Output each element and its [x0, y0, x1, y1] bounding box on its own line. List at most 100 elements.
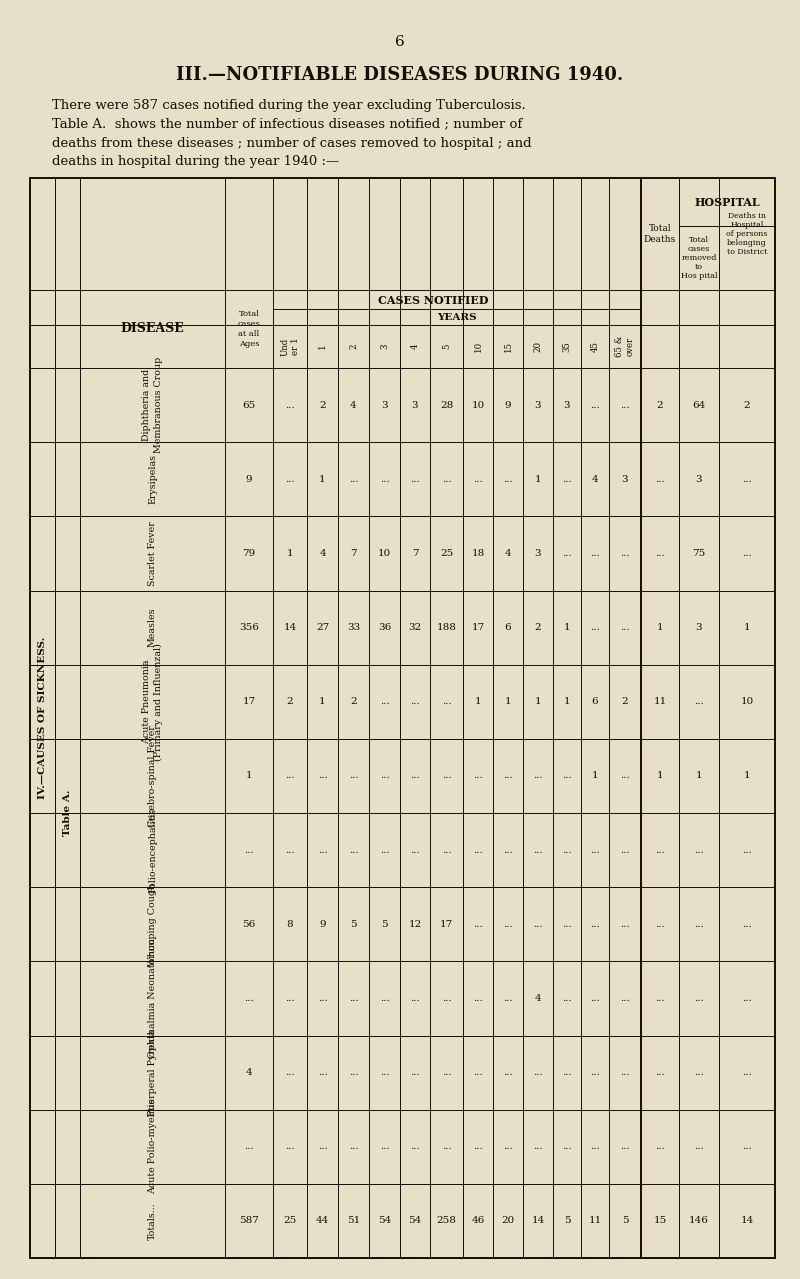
Text: ...: ...	[562, 920, 572, 929]
Text: 5: 5	[564, 1216, 570, 1225]
Text: ...: ...	[742, 549, 752, 558]
Text: ...: ...	[442, 697, 451, 706]
Text: ...: ...	[562, 845, 572, 854]
Text: ...: ...	[655, 475, 665, 483]
Text: 2: 2	[744, 400, 750, 409]
Text: ...: ...	[590, 1068, 600, 1077]
Text: 54: 54	[378, 1216, 391, 1225]
Text: ...: ...	[694, 697, 704, 706]
Text: ...: ...	[503, 1142, 513, 1151]
Text: ...: ...	[620, 549, 630, 558]
Text: 15: 15	[654, 1216, 666, 1225]
Text: 46: 46	[471, 1216, 485, 1225]
Text: 2: 2	[286, 697, 294, 706]
Text: ...: ...	[694, 920, 704, 929]
Text: 14: 14	[283, 623, 297, 632]
Text: 45: 45	[590, 341, 599, 352]
Text: 1: 1	[319, 475, 326, 483]
Text: 1: 1	[534, 475, 542, 483]
Text: Erysipelas: Erysipelas	[148, 454, 157, 504]
Text: 44: 44	[316, 1216, 329, 1225]
Text: ...: ...	[562, 771, 572, 780]
Text: 32: 32	[408, 623, 422, 632]
Text: 6: 6	[505, 623, 511, 632]
Text: 3: 3	[696, 475, 702, 483]
Text: 7: 7	[350, 549, 357, 558]
Text: ...: ...	[410, 1068, 420, 1077]
Text: ...: ...	[562, 549, 572, 558]
Text: ...: ...	[620, 994, 630, 1003]
Text: CASES NOTIFIED: CASES NOTIFIED	[378, 295, 488, 306]
Text: 587: 587	[239, 1216, 259, 1225]
Text: ...: ...	[503, 920, 513, 929]
Text: Cerebro-spinal Fever: Cerebro-spinal Fever	[148, 725, 157, 826]
Text: ...: ...	[503, 771, 513, 780]
Text: 2: 2	[657, 400, 663, 409]
Text: 258: 258	[437, 1216, 457, 1225]
Text: ...: ...	[590, 994, 600, 1003]
Text: 6: 6	[395, 35, 405, 49]
Text: 9: 9	[319, 920, 326, 929]
Text: ...: ...	[590, 549, 600, 558]
Text: 65 &
over: 65 & over	[615, 336, 634, 357]
Text: ...: ...	[590, 845, 600, 854]
Text: There were 587 cases notified during the year excluding Tuberculosis.: There were 587 cases notified during the…	[52, 98, 526, 111]
Text: 1: 1	[564, 623, 570, 632]
Text: ...: ...	[694, 1068, 704, 1077]
Text: ...: ...	[533, 845, 543, 854]
Text: ...: ...	[620, 771, 630, 780]
Text: ...: ...	[442, 475, 451, 483]
Text: 10: 10	[471, 400, 485, 409]
Text: ...: ...	[410, 1142, 420, 1151]
Text: ...: ...	[503, 845, 513, 854]
Text: 3: 3	[381, 400, 388, 409]
Text: Ophthalmia Neonatorum: Ophthalmia Neonatorum	[148, 939, 157, 1058]
Text: ...: ...	[285, 1142, 295, 1151]
Text: ...: ...	[694, 994, 704, 1003]
Text: 356: 356	[239, 623, 259, 632]
Text: ...: ...	[244, 994, 254, 1003]
Text: ...: ...	[694, 845, 704, 854]
Text: Totals...: Totals...	[148, 1202, 157, 1239]
Text: ...: ...	[285, 1068, 295, 1077]
Text: deaths from these diseases ; number of cases removed to hospital ; and: deaths from these diseases ; number of c…	[52, 137, 532, 150]
Text: 65: 65	[242, 400, 256, 409]
Text: 3: 3	[564, 400, 570, 409]
Text: 8: 8	[286, 920, 294, 929]
Text: 2: 2	[622, 697, 628, 706]
Text: ...: ...	[285, 771, 295, 780]
Text: HOSPITAL: HOSPITAL	[694, 197, 760, 207]
Text: 146: 146	[689, 1216, 709, 1225]
Text: 36: 36	[378, 623, 391, 632]
Text: III.—NOTIFIABLE DISEASES DURING 1940.: III.—NOTIFIABLE DISEASES DURING 1940.	[176, 67, 624, 84]
Text: ...: ...	[473, 845, 483, 854]
Text: 17: 17	[440, 920, 453, 929]
Text: ...: ...	[244, 1142, 254, 1151]
Text: ...: ...	[285, 475, 295, 483]
Text: Deaths in
Hospital
of persons
belonging
to District: Deaths in Hospital of persons belonging …	[726, 211, 768, 256]
Text: Measles: Measles	[148, 608, 157, 647]
Text: ...: ...	[318, 994, 327, 1003]
Text: 17: 17	[242, 697, 256, 706]
Text: ...: ...	[562, 1142, 572, 1151]
Text: ...: ...	[620, 623, 630, 632]
Text: ...: ...	[742, 1142, 752, 1151]
Text: 1: 1	[657, 771, 663, 780]
Text: 14: 14	[740, 1216, 754, 1225]
Text: 11: 11	[654, 697, 666, 706]
Text: ...: ...	[742, 1068, 752, 1077]
Text: Total
cases
at all
Ages: Total cases at all Ages	[238, 311, 261, 348]
Text: ...: ...	[503, 475, 513, 483]
Text: 5: 5	[381, 920, 388, 929]
Text: ...: ...	[620, 1142, 630, 1151]
Text: ...: ...	[285, 994, 295, 1003]
Text: 2: 2	[350, 697, 357, 706]
Text: 20: 20	[534, 341, 542, 352]
Text: ...: ...	[533, 1068, 543, 1077]
Text: ...: ...	[349, 1142, 358, 1151]
Text: ...: ...	[442, 1142, 451, 1151]
Text: ...: ...	[380, 1142, 390, 1151]
Text: ...: ...	[410, 697, 420, 706]
Text: 75: 75	[692, 549, 706, 558]
Text: 1: 1	[744, 771, 750, 780]
